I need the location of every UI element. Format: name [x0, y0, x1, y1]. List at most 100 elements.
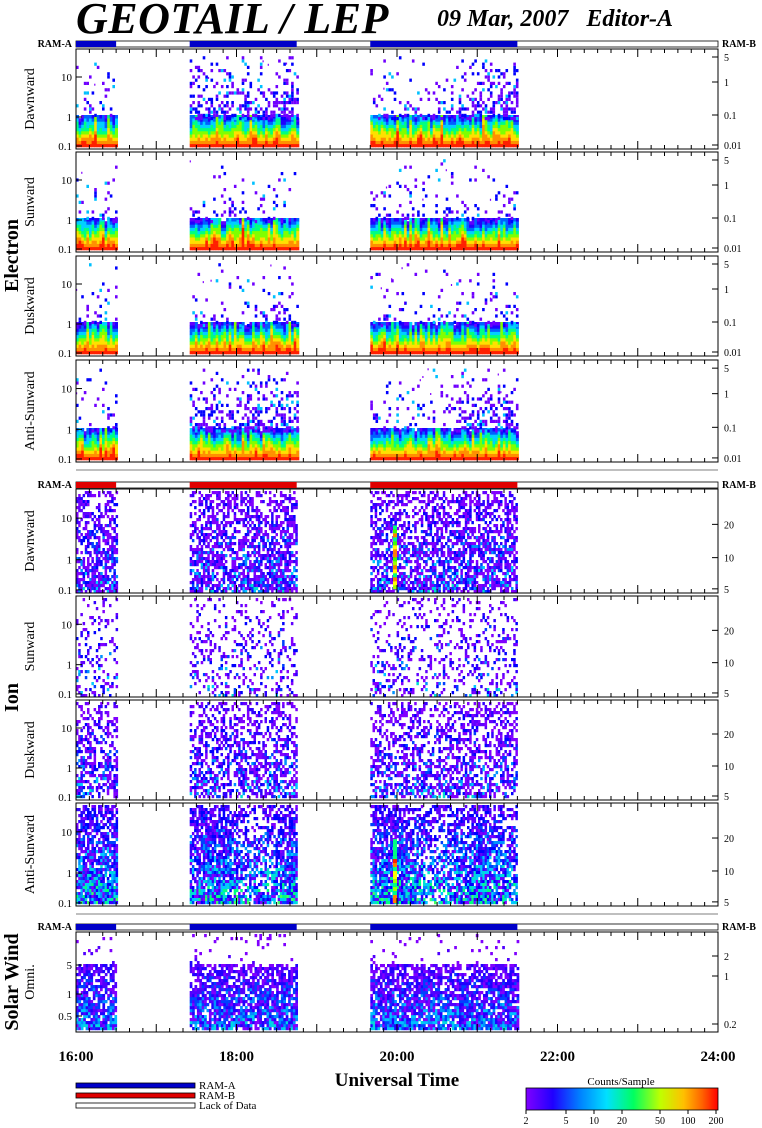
- y-tick-label-right: 5: [724, 53, 729, 64]
- y-tick-label-left: 10: [61, 619, 73, 631]
- colorbar-tick-label: 200: [709, 1116, 724, 1127]
- mode-strip-label-left: RAM-A: [38, 39, 73, 50]
- y-tick-label-right: 5: [724, 585, 729, 596]
- y-tick-label-right: 0.1: [724, 423, 737, 434]
- y-tick-label-left: 0.1: [58, 454, 72, 466]
- colorbar-tick-label: 20: [617, 1116, 627, 1127]
- x-tick-label: 18:00: [219, 1049, 254, 1065]
- y-tick-label-left: 0.1: [58, 141, 72, 153]
- y-tick-label-right: 20: [724, 520, 734, 531]
- y-tick-label-left: 5: [67, 960, 73, 972]
- legend-label: RAM-A: [199, 1080, 236, 1092]
- editor-text: Editor-A: [586, 6, 674, 32]
- colorbar-tick-label: 50: [655, 1116, 665, 1127]
- y-tick-label-left: 10: [61, 384, 73, 396]
- page-title: GEOTAIL / LEP: [76, 0, 389, 43]
- y-tick-label-right: 0.01: [724, 141, 742, 152]
- y-tick-label-right: 1: [724, 285, 729, 296]
- legend-label: RAM-B: [199, 1090, 235, 1102]
- mode-strip-label-left: RAM-A: [38, 922, 73, 933]
- x-tick-label: 20:00: [380, 1049, 415, 1065]
- panel-label: Dawnward: [23, 68, 38, 129]
- legend-swatch: [75, 1082, 196, 1089]
- y-tick-label-left: 1: [67, 868, 73, 880]
- mode-strip-label-right: RAM-B: [722, 480, 756, 491]
- panel-label: Omni.: [23, 964, 38, 999]
- y-tick-label-right: 1: [724, 181, 729, 192]
- y-tick-label-right: 10: [724, 867, 734, 878]
- colorbar-tick-label: 100: [681, 1116, 696, 1127]
- mode-strip-label-right: RAM-B: [722, 39, 756, 50]
- y-tick-label-right: 20: [724, 834, 734, 845]
- y-tick-label-right: 0.01: [724, 348, 742, 359]
- y-tick-label-left: 0.1: [58, 792, 72, 804]
- mode-strip-segment: [370, 41, 518, 47]
- y-tick-label-right: 2: [724, 952, 729, 963]
- panel-frame: [75, 595, 719, 698]
- y-tick-label-left: 1: [67, 112, 73, 124]
- mode-strip-segment: [370, 482, 518, 488]
- panel-label: Sunward: [23, 622, 38, 672]
- y-tick-label-left: 1: [67, 424, 73, 436]
- group-label: Electron: [1, 219, 23, 292]
- y-tick-label-right: 1: [724, 78, 729, 89]
- panel-label: Dawnward: [23, 510, 38, 571]
- y-tick-label-left: 0.1: [58, 244, 72, 256]
- colorbar-title: Counts/Sample: [587, 1076, 654, 1088]
- y-tick-label-right: 20: [724, 730, 734, 741]
- panel-label: Duskward: [23, 721, 38, 779]
- y-tick-label-left: 10: [61, 827, 73, 839]
- mode-strip-segment: [76, 924, 117, 930]
- y-tick-label-left: 10: [61, 513, 73, 525]
- y-tick-label-left: 1: [67, 555, 73, 567]
- group-label: Ion: [1, 683, 23, 712]
- y-tick-label-left: 10: [61, 72, 73, 84]
- page-subtitle: 09 Mar, 2007 Editor-A: [437, 4, 673, 34]
- y-tick-label-right: 0.2: [724, 1020, 737, 1031]
- mode-strip-segment: [189, 482, 297, 488]
- mode-strip-segment: [370, 924, 518, 930]
- colorbar-tick-label: 10: [589, 1116, 599, 1127]
- y-tick-label-right: 5: [724, 689, 729, 700]
- y-tick-label-right: 1: [724, 972, 729, 983]
- colorbar-tick-label: 5: [564, 1116, 569, 1127]
- mode-strip-label-right: RAM-B: [722, 922, 756, 933]
- mode-strip-segment: [76, 41, 117, 47]
- y-tick-label-left: 1: [67, 660, 73, 672]
- y-tick-label-right: 5: [724, 364, 729, 375]
- y-tick-label-left: 0.1: [58, 689, 72, 701]
- y-tick-label-right: 0.01: [724, 454, 742, 465]
- date-text: 09 Mar, 2007: [437, 6, 569, 32]
- legend-swatch: [75, 1102, 196, 1109]
- colorbar: [525, 1087, 719, 1111]
- legend-label: Lack of Data: [199, 1100, 257, 1112]
- x-tick-label: 22:00: [540, 1049, 575, 1065]
- y-tick-label-right: 0.1: [724, 111, 737, 122]
- mode-strip-segment: [189, 924, 297, 930]
- group-label: Solar Wind: [1, 933, 23, 1030]
- y-tick-label-right: 20: [724, 626, 734, 637]
- y-tick-label-right: 5: [724, 260, 729, 271]
- y-tick-label-left: 1: [67, 763, 73, 775]
- y-tick-label-left: 0.5: [58, 1011, 72, 1023]
- y-tick-label-right: 5: [724, 156, 729, 167]
- y-tick-label-right: 5: [724, 898, 729, 909]
- x-tick-label: 16:00: [59, 1049, 94, 1065]
- y-tick-label-left: 10: [61, 723, 73, 735]
- y-tick-label-left: 10: [61, 175, 73, 187]
- panel-label: Duskward: [23, 277, 38, 335]
- y-tick-label-left: 10: [61, 279, 73, 291]
- mode-strip-label-left: RAM-A: [38, 480, 73, 491]
- panel-label: Sunward: [23, 177, 38, 227]
- y-tick-label-left: 0.1: [58, 898, 72, 910]
- x-axis-title: Universal Time: [335, 1070, 459, 1091]
- y-tick-label-left: 1: [67, 215, 73, 227]
- y-tick-label-right: 1: [724, 390, 729, 401]
- y-tick-label-left: 0.1: [58, 585, 72, 597]
- mode-strip-segment: [76, 482, 117, 488]
- y-tick-label-left: 1: [67, 319, 73, 331]
- legend-swatch: [75, 1092, 196, 1099]
- y-tick-label-right: 10: [724, 659, 734, 670]
